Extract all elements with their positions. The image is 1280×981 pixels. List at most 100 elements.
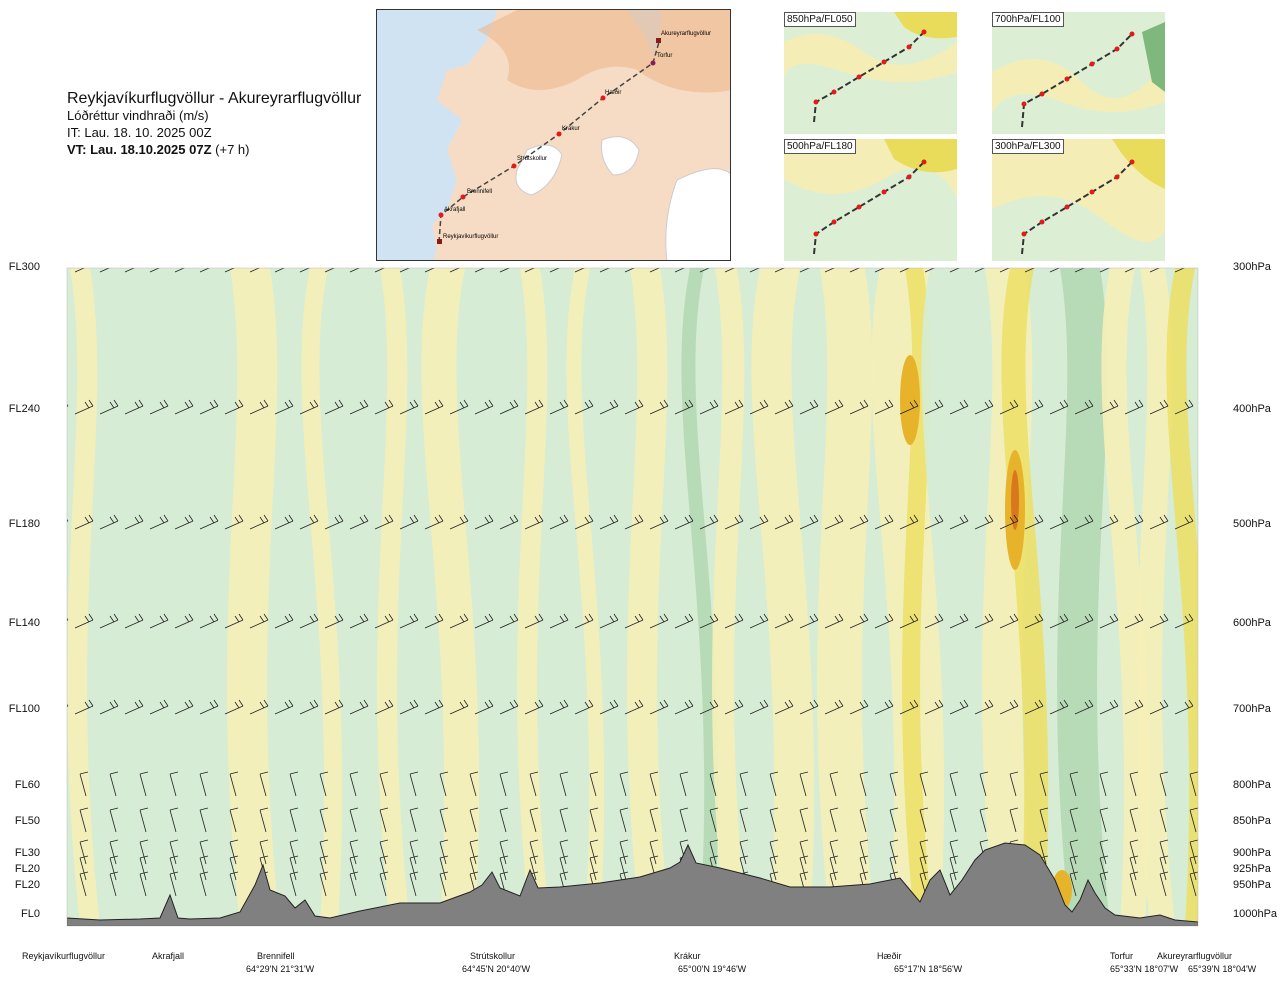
wind-barb: [619, 771, 629, 797]
wind-barb: [67, 703, 69, 707]
wind-barb: [374, 613, 394, 629]
wind-barb: [169, 871, 179, 897]
shading-band: [751, 268, 815, 926]
shading-band: [817, 268, 875, 926]
wind-barb: [99, 613, 119, 629]
wind-barb: [469, 871, 479, 897]
wind-barb: [349, 699, 369, 715]
wind-barb: [199, 807, 209, 833]
hpa-label-925hpa: 925hPa: [1233, 863, 1271, 875]
wind-barb: [679, 839, 689, 865]
wind-barb: [109, 807, 119, 833]
wind-barb: [1099, 699, 1119, 715]
wind-barb: [649, 613, 669, 629]
wind-barb: [849, 399, 869, 415]
wind-barb: [449, 399, 469, 415]
wind-barb: [524, 699, 544, 715]
fl-label-fl0: FL0: [21, 908, 40, 920]
shading-band: [1001, 268, 1049, 926]
wind-barb: [139, 771, 149, 797]
map-label-krakur: Krákur: [562, 126, 580, 132]
wind-barb: [824, 613, 844, 629]
wind-barb: [979, 807, 989, 833]
route-map-svg: Akureyrarflugvöllur Torfur Hæðir Krákur …: [377, 10, 730, 260]
wind-barb: [709, 771, 719, 797]
wind-barb: [899, 699, 919, 715]
wind-barb: [1149, 613, 1169, 629]
wind-barb: [259, 871, 269, 897]
shading-band: [1101, 268, 1150, 926]
wind-barb: [1174, 268, 1185, 273]
waypoint-torfur: [650, 60, 656, 66]
wind-barb: [859, 871, 869, 897]
wind-barb: [1074, 399, 1094, 415]
coord-krakur: 65°00'N 19°46'W: [678, 964, 747, 974]
wind-barb: [169, 807, 179, 833]
wind-barb: [349, 268, 360, 273]
wind-barb: [979, 855, 989, 881]
wind-barb: [50, 872, 58, 896]
wind-barb: [589, 871, 599, 897]
wind-barb: [1009, 771, 1019, 797]
shading-band: [902, 268, 933, 926]
wind-barb: [474, 514, 494, 530]
route-map: Akureyrarflugvöllur Torfur Hæðir Krákur …: [376, 9, 731, 261]
wind-barb: [439, 771, 449, 797]
wind-barb: [324, 268, 335, 273]
terrain-profile: [67, 842, 1198, 926]
wind-barb: [674, 399, 694, 415]
location-akureyri: Akureyrarflugvöllur: [1157, 951, 1233, 961]
wind-barb: [859, 839, 869, 865]
wind-barb: [549, 699, 569, 715]
wind-barb: [699, 399, 719, 415]
wind-barb: [574, 699, 594, 715]
wind-barb: [249, 699, 269, 715]
fl-label-fl240: FL240: [8, 403, 40, 415]
wind-barb: [949, 613, 969, 629]
wind-barb: [1124, 514, 1144, 530]
wind-barb: [289, 839, 299, 865]
fl-label-fl30: FL30: [14, 847, 40, 859]
wind-barb: [799, 514, 819, 530]
wind-barb: [999, 399, 1019, 415]
wind-barb: [739, 771, 749, 797]
wind-barb: [299, 268, 310, 273]
wind-barb: [774, 514, 794, 530]
wind-barb: [1099, 399, 1119, 415]
wind-barb: [829, 771, 839, 797]
wind-barb: [699, 613, 719, 629]
wind-barb: [469, 855, 479, 881]
wind-barb: [549, 514, 569, 530]
wind-barb: [674, 699, 694, 715]
wind-barb: [749, 514, 769, 530]
wind-barb: [1189, 771, 1198, 797]
wind-barb: [349, 514, 369, 530]
wind-barb: [774, 699, 794, 715]
wind-barb: [849, 613, 869, 629]
wind-barb: [499, 699, 519, 715]
valid-time: VT: Lau. 18.10.2025 07Z (+7 h): [67, 141, 361, 158]
wind-barb: [1039, 807, 1049, 833]
glacier-hofsjokull: [601, 136, 640, 176]
wind-barb: [67, 617, 69, 621]
wind-barb: [424, 514, 444, 530]
hpa-label-500hpa: 500hPa: [1233, 518, 1271, 530]
wind-barb: [374, 699, 394, 715]
fl-label-fl100: FL100: [8, 703, 40, 715]
wind-barb: [249, 514, 269, 530]
wind-barb: [399, 613, 419, 629]
wind-barb: [349, 807, 359, 833]
wind-barb: [499, 771, 509, 797]
wind-barb: [829, 871, 839, 897]
wind-barb: [174, 699, 194, 715]
wind-barb: [1129, 871, 1139, 897]
map-highlands: [477, 10, 730, 93]
wind-barb: [109, 871, 119, 897]
wind-barb: [874, 613, 894, 629]
wind-barb: [589, 855, 599, 881]
wind-barb: [1024, 399, 1044, 415]
wind-barb: [529, 771, 539, 797]
wind-barb: [67, 518, 69, 522]
wind-barb: [1009, 839, 1019, 865]
wind-barb: [50, 840, 58, 864]
